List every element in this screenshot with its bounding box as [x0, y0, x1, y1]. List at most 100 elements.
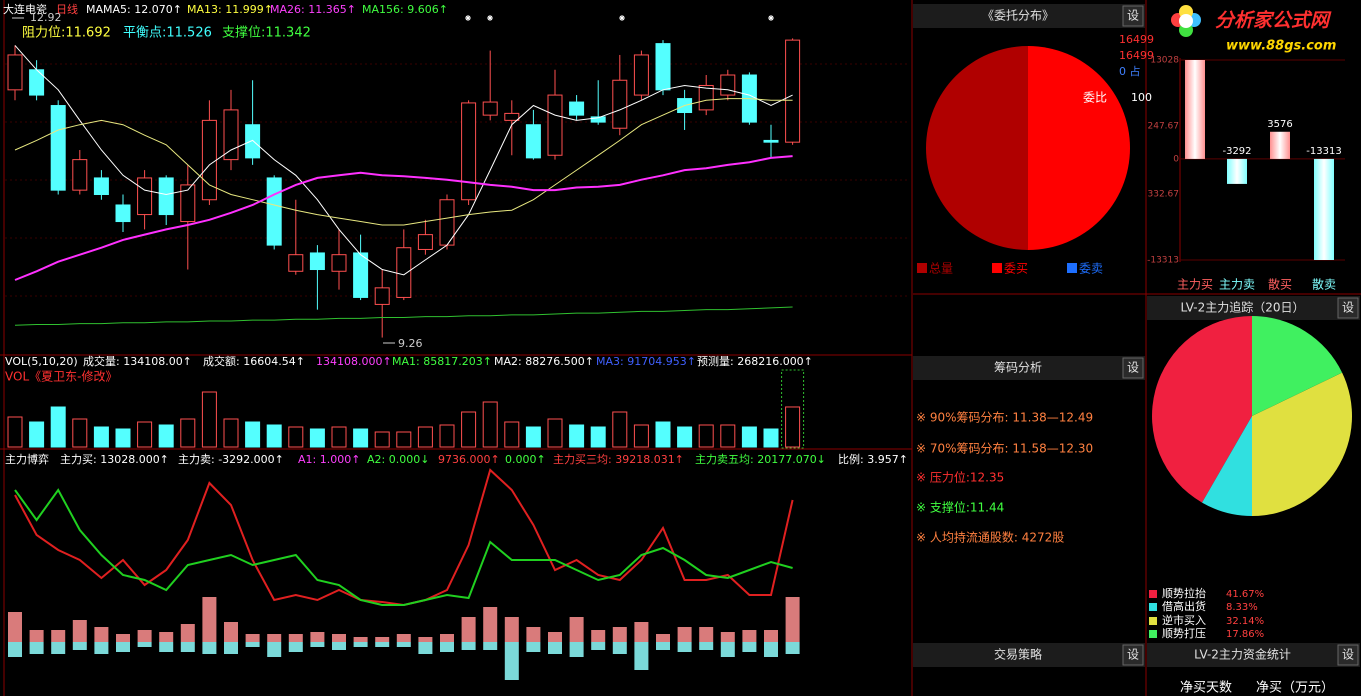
panel-header: [913, 356, 1145, 380]
volume-item: 预测量: 268216.000↑: [697, 355, 813, 368]
force-bar: [720, 632, 735, 642]
force-bar: [353, 642, 368, 647]
force-bar: [764, 642, 778, 657]
settings-button[interactable]: [1122, 5, 1144, 27]
settings-button[interactable]: [1122, 357, 1144, 379]
y-tick-label: 0: [1173, 154, 1179, 164]
volume-bar: [245, 421, 261, 448]
candle-body: [245, 124, 261, 159]
logo-petal: [1179, 14, 1193, 28]
marker-star: [768, 15, 774, 21]
force-bar: [51, 642, 66, 654]
force-bar: [634, 642, 649, 670]
candle-body: [180, 184, 196, 223]
force-item: A2: 0.000↓: [367, 453, 429, 466]
candle-body: [266, 177, 282, 246]
ma-value: MA5: 12.070↑: [103, 3, 182, 16]
settings-button[interactable]: [1337, 644, 1359, 666]
column-header: 净买（万元）: [1256, 681, 1334, 696]
volume-bar: [504, 421, 520, 448]
ma-value: MA13: 11.999↑: [187, 3, 273, 16]
panel-title: 《委托分布》: [982, 9, 1054, 23]
candle-body: [29, 69, 45, 96]
y-tick-label: 332.67: [1148, 190, 1180, 200]
legend-swatch: [1067, 263, 1077, 273]
settings-button-label[interactable]: 设: [1342, 301, 1354, 315]
candle-body: [353, 252, 369, 298]
ma-line: [14, 98, 793, 226]
candle-body: [288, 254, 304, 272]
settings-button[interactable]: [1337, 297, 1359, 319]
force-bar: [353, 637, 368, 642]
flow-bar: [1227, 158, 1247, 184]
side-label: 0 占: [1119, 64, 1141, 78]
force-item: 主力买: 13028.000↑: [60, 453, 169, 466]
x-tick-label: 散卖: [1312, 277, 1336, 292]
force-bar: [180, 624, 195, 642]
candle-body: [525, 124, 541, 159]
candle-body: [504, 112, 520, 121]
pie-slice: [1252, 316, 1343, 416]
candle-body: [612, 79, 628, 129]
settings-button-label[interactable]: 设: [1127, 9, 1139, 23]
force-bar: [418, 642, 433, 654]
volume-bar: [785, 406, 801, 448]
candle-body: [374, 287, 390, 305]
settings-button[interactable]: [1122, 644, 1144, 666]
force-bar: [375, 642, 390, 647]
legend-label: 顺势打压: [1162, 626, 1206, 640]
volume-bar: [223, 418, 239, 448]
force-bar: [764, 630, 778, 642]
volume-bar: [29, 421, 45, 448]
candle-body: [309, 252, 325, 271]
force-bar: [569, 642, 584, 657]
candle-body: [396, 247, 412, 298]
force-bar: [332, 634, 346, 642]
force-bar: [504, 642, 519, 680]
volume-bar: [288, 426, 304, 448]
force-bar: [461, 617, 476, 642]
y-tick-label: 13028: [1150, 56, 1179, 66]
force-bar: [224, 622, 238, 642]
candle-body: [698, 84, 714, 111]
force-bar: [656, 642, 670, 650]
legend-swatch: [1149, 617, 1157, 625]
volume-bar: [266, 424, 282, 448]
column-header: 净买天数: [1180, 681, 1232, 696]
legend-label: 委买: [1004, 262, 1028, 276]
chip-line: ※ 人均持流通股数: 4272股: [916, 530, 1064, 545]
force-bar: [785, 642, 800, 654]
force-bar: [440, 634, 454, 642]
candle-body: [72, 159, 88, 191]
force-item: 主力卖: -3292.000↑: [178, 453, 284, 466]
legend-label: 逆市买入: [1162, 613, 1206, 627]
force-bar: [116, 642, 130, 652]
volume-bar: [677, 426, 693, 448]
volume-bar: [309, 428, 325, 448]
candle-body: [223, 109, 239, 161]
force-bar: [677, 642, 692, 652]
force-item: 0.000↑: [505, 453, 546, 466]
force-item: 9736.000↑: [438, 453, 500, 466]
force-bar: [94, 627, 109, 642]
candle-body: [785, 39, 801, 143]
volume-bar: [417, 426, 433, 448]
legend-swatch: [917, 263, 927, 273]
forecast-box: [781, 369, 805, 449]
volume-bar: [655, 421, 671, 448]
pie-slice: [1252, 372, 1352, 516]
force-bar: [224, 642, 238, 654]
force-bar: [202, 597, 217, 642]
force-bar: [742, 630, 757, 642]
settings-button-label[interactable]: 设: [1127, 361, 1139, 375]
settings-button-label[interactable]: 设: [1127, 648, 1139, 662]
volume-item: 成交额: 16604.54↑: [203, 354, 305, 368]
logo-name: 分析家公式网: [1215, 10, 1332, 32]
force-item: A1: 1.000↑: [298, 453, 360, 466]
settings-button-label[interactable]: 设: [1342, 648, 1354, 662]
legend-swatch: [1149, 590, 1157, 598]
volume-bar: [137, 421, 153, 448]
force-item: 主力卖五均: 20177.070↓: [695, 453, 826, 466]
volume-bar: [93, 426, 109, 448]
